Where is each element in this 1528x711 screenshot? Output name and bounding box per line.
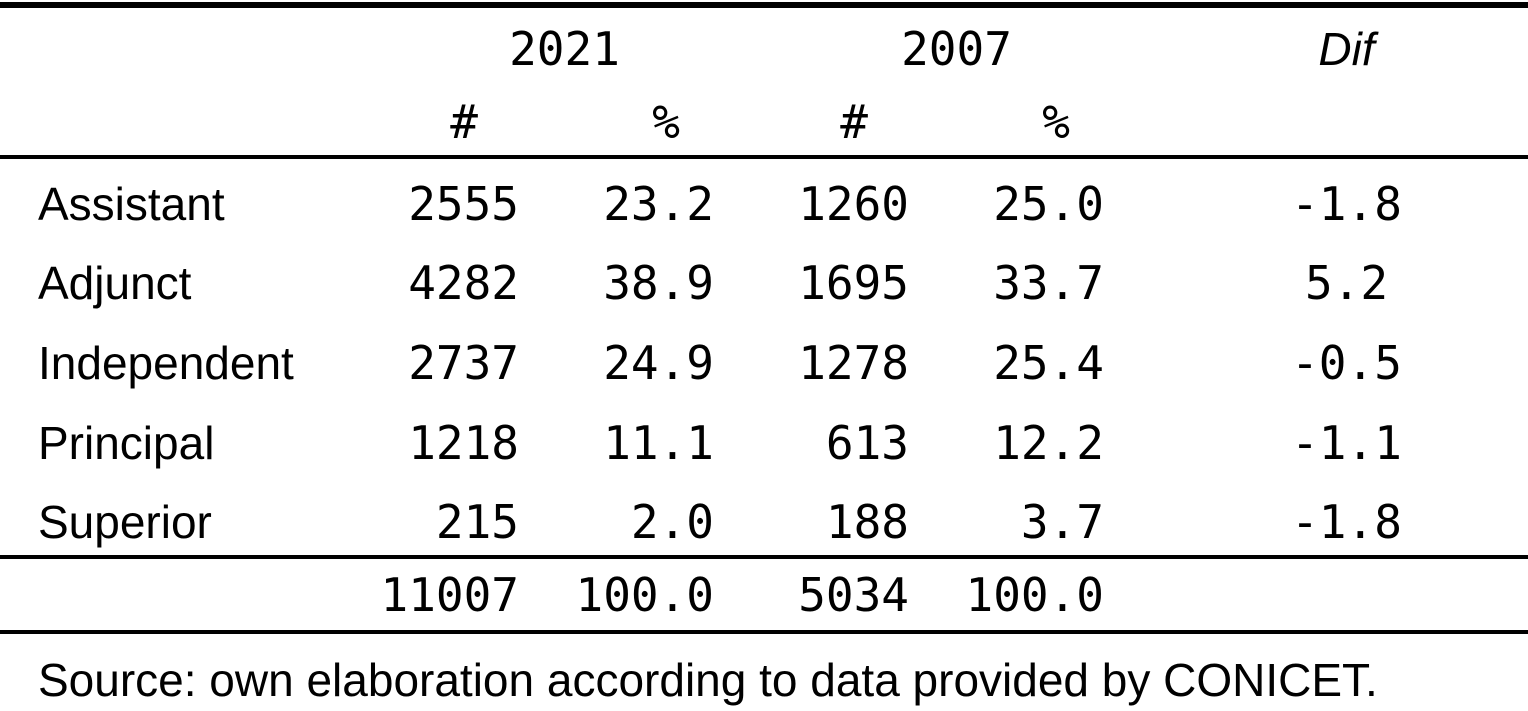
percent-2007-cell: 25.4: [993, 335, 1104, 390]
year-2021-group-header: 2021: [509, 21, 620, 76]
table-totals: 11007 100.0 5034 100.0: [0, 557, 1528, 632]
percent-2021-header: %: [652, 95, 680, 149]
count-2021-cell: 2555: [408, 176, 519, 231]
dif-cell: -1.8: [1291, 176, 1402, 231]
source-note: Source: own elaboration according to dat…: [38, 654, 1378, 706]
empty-header-cell: [0, 5, 330, 89]
row-label: Independent: [38, 336, 294, 389]
count-2021-cell: 215: [435, 494, 519, 549]
row-label: Superior: [38, 495, 212, 548]
dif-cell: -0.5: [1291, 335, 1402, 390]
percent-2021-cell: 24.9: [603, 335, 714, 390]
total-count-2007: 5034: [798, 567, 909, 622]
table-row-independent: Independent 2737 24.9 1278 25.4 -0.5: [0, 317, 1528, 397]
row-label: Adjunct: [38, 256, 192, 309]
count-2021-header: #: [450, 95, 478, 149]
count-2007-cell: 188: [825, 494, 909, 549]
percent-2007-cell: 33.7: [993, 255, 1104, 310]
count-2021-cell: 4282: [408, 255, 519, 310]
percent-2021-cell: 38.9: [603, 255, 714, 310]
empty-totals-label-cell: [0, 557, 330, 632]
percent-2007-header: %: [1042, 95, 1070, 149]
totals-row: 11007 100.0 5034 100.0: [0, 557, 1528, 632]
table-body: Assistant 2555 23.2 1260 25.0 -1.8 Adjun…: [0, 157, 1528, 557]
count-2007-cell: 1260: [798, 176, 909, 231]
count-2021-cell: 2737: [408, 335, 519, 390]
table-row-adjunct: Adjunct 4282 38.9 1695 33.7 5.2: [0, 237, 1528, 317]
subheader-row: # % # %: [0, 89, 1528, 157]
percent-2021-cell: 2.0: [630, 494, 714, 549]
table-row-superior: Superior 215 2.0 188 3.7 -1.8: [0, 477, 1528, 557]
count-2007-cell: 1278: [798, 335, 909, 390]
source-note-row: Source: own elaboration according to dat…: [0, 647, 1528, 711]
row-label: Assistant: [38, 177, 225, 230]
researcher-categories-table: 2021 2007 Dif # % # % Assistant 2555 23.…: [0, 2, 1528, 634]
total-count-2021: 11007: [380, 567, 519, 622]
dif-column-header: Dif: [1318, 22, 1375, 75]
percent-2007-cell: 3.7: [1020, 494, 1104, 549]
dif-cell: -1.8: [1291, 494, 1402, 549]
total-percent-2007: 100.0: [965, 567, 1104, 622]
count-2007-cell: 613: [825, 415, 909, 470]
percent-2007-cell: 12.2: [993, 415, 1104, 470]
year-group-header-row: 2021 2007 Dif: [0, 5, 1528, 89]
total-percent-2021: 100.0: [575, 567, 714, 622]
empty-totals-dif-cell: [1105, 557, 1528, 632]
empty-subheader-cell: [0, 89, 330, 157]
year-2007-group-header: 2007: [901, 21, 1012, 76]
dif-cell: 5.2: [1304, 255, 1389, 310]
percent-2021-cell: 23.2: [603, 176, 714, 231]
table-row-assistant: Assistant 2555 23.2 1260 25.0 -1.8: [0, 157, 1528, 237]
count-2007-header: #: [840, 95, 868, 149]
count-2021-cell: 1218: [408, 415, 519, 470]
row-label: Principal: [38, 416, 215, 469]
table-row-principal: Principal 1218 11.1 613 12.2 -1.1: [0, 397, 1528, 477]
empty-dif-subheader-cell: [1105, 89, 1528, 157]
percent-2021-cell: 11.1: [603, 415, 714, 470]
table-header: 2021 2007 Dif # % # %: [0, 5, 1528, 157]
dif-cell: -1.1: [1291, 415, 1402, 470]
percent-2007-cell: 25.0: [993, 176, 1104, 231]
count-2007-cell: 1695: [798, 255, 909, 310]
